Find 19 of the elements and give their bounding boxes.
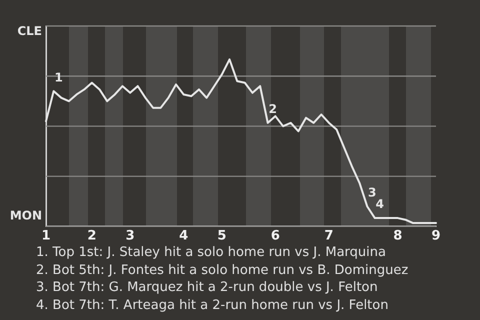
x-tick-label: 9 [431,228,441,244]
annotation: 1 [54,70,63,84]
annotation: 2 [268,102,277,116]
x-tick-label: 6 [270,228,280,244]
text: 3. Bot 7th: G. Marquez hit a 2-run double vs J. Felton [36,279,379,296]
x-tick-label: 5 [217,228,226,244]
text: MON [10,208,42,223]
x-tick-label: 8 [393,228,402,244]
x-tick-label: 3 [126,228,135,244]
text: CLE [17,24,42,38]
annotation: 4 [376,197,384,212]
x-tick-label: 4 [179,228,188,244]
x-tick-label: 1 [41,228,51,244]
text: 2. Bot 5th: J. Fontes hit a solo home run vs B. Dominguez [36,262,408,279]
x-tick-label: 7 [324,228,334,244]
annotation: 3 [368,185,376,200]
text: 4. Bot 7th: T. Arteaga hit a 2-run home run vs J. Felton [36,296,390,314]
x-tick-label: 2 [87,228,96,244]
text: 1. Top 1st: J. Staley hit a solo home run vs J. Marquina [36,244,387,262]
